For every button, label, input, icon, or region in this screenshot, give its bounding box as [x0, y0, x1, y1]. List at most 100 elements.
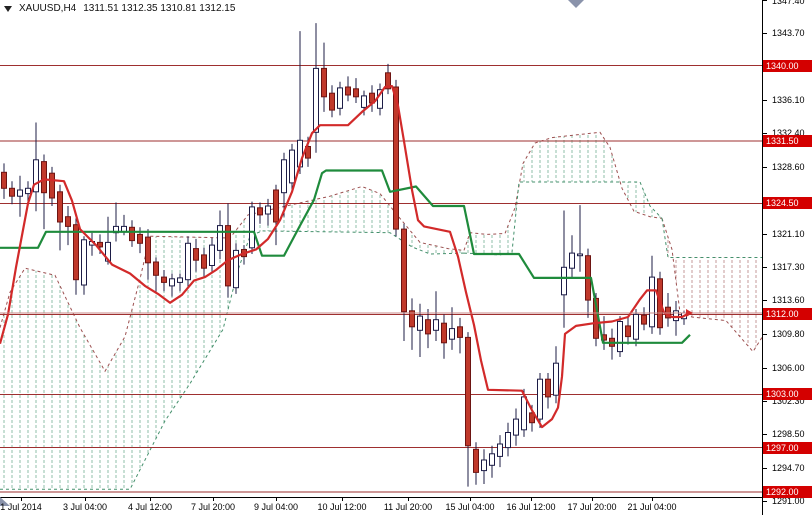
- price-axis-label: 1317.30: [772, 262, 805, 273]
- candle: [297, 31, 303, 174]
- candle-body-bear: [401, 228, 407, 313]
- chart-shift-icon[interactable]: [568, 0, 584, 8]
- time-axis-label: 11 Jul 20:00: [383, 502, 433, 512]
- price-axis-tick: [763, 32, 767, 34]
- candle: [393, 79, 399, 237]
- candle: [545, 373, 551, 409]
- candle: [337, 81, 343, 116]
- chart-symbol-period: XAUUSD,H4: [19, 3, 77, 14]
- candle: [353, 78, 359, 103]
- candle: [481, 449, 487, 484]
- candle-body-bear: [457, 326, 463, 338]
- time-axis-label: 17 Jul 20:00: [567, 502, 617, 512]
- candle: [49, 166, 55, 206]
- candle-body-bull: [217, 225, 223, 251]
- candle-body-bear: [9, 187, 15, 197]
- ichimoku-cloud: [662, 218, 762, 352]
- candle: [425, 309, 431, 349]
- candle-body-bull: [521, 396, 527, 431]
- candle: [9, 181, 15, 205]
- time-axis-label: 21 Jul 04:00: [627, 502, 677, 512]
- price-axis-label: 1291.00: [772, 495, 805, 506]
- price-level-label: 1297.00: [763, 441, 812, 454]
- candle: [201, 247, 207, 278]
- candle: [289, 143, 295, 190]
- candle: [1, 163, 7, 199]
- candle: [145, 229, 151, 280]
- candle-body-bull: [449, 328, 455, 340]
- candle-body-bear: [465, 336, 471, 447]
- price-axis-tick: [763, 400, 767, 402]
- candle: [649, 255, 655, 334]
- time-axis-label: 15 Jul 04:00: [445, 502, 495, 512]
- time-axis-label: 7 Jul 20:00: [190, 502, 236, 512]
- candle: [345, 76, 351, 102]
- candle: [465, 332, 471, 487]
- candle-body-bull: [633, 313, 639, 340]
- candle: [169, 273, 175, 297]
- candle: [41, 154, 47, 230]
- candle: [225, 203, 231, 298]
- candle-body-bear: [57, 191, 63, 223]
- price-chart[interactable]: XAUUSD,H4 1311.51 1312.35 1310.81 1312.1…: [0, 0, 763, 497]
- candle-body-bull: [249, 206, 255, 249]
- time-axis-tick: [213, 498, 214, 501]
- candle-body-bear: [641, 314, 647, 325]
- candle-body-bull: [233, 249, 239, 289]
- candle: [561, 210, 567, 328]
- candle-body-bull: [361, 95, 367, 108]
- candle-body-bear: [529, 412, 535, 424]
- candle: [633, 309, 639, 347]
- price-axis-tick: [763, 100, 767, 102]
- candle: [33, 122, 39, 212]
- price-axis-tick: [763, 333, 767, 335]
- time-axis-tick: [470, 498, 471, 501]
- candle: [449, 307, 455, 350]
- price-axis-tick: [763, 500, 767, 502]
- price-axis-tick: [763, 233, 767, 235]
- time-axis-tick: [85, 498, 86, 501]
- candle-body-bear: [473, 448, 479, 473]
- candle: [673, 301, 679, 336]
- candle-body-bull: [81, 239, 87, 286]
- candle: [25, 181, 31, 203]
- price-axis-label: 1328.60: [772, 161, 805, 172]
- candle: [329, 85, 335, 118]
- candle: [401, 223, 407, 341]
- price-axis[interactable]: 1347.40 1343.70 1336.10 1332.40 1328.60 1321.…: [762, 0, 812, 515]
- candle: [433, 291, 439, 341]
- time-axis[interactable]: 1 Jul 2014 3 Jul 04:00 4 Jul 12:00 7 Jul 20…: [0, 497, 762, 515]
- candle: [193, 238, 199, 272]
- time-axis-label: 3 Jul 04:00: [62, 502, 108, 512]
- price-axis-label: 1336.10: [772, 95, 805, 106]
- candle-body-bull: [673, 310, 679, 322]
- candle: [489, 445, 495, 478]
- candle-body-bull: [569, 252, 575, 269]
- candle-body-bull: [177, 277, 183, 283]
- chart-canvas[interactable]: [0, 0, 763, 497]
- candle: [17, 175, 23, 217]
- candle: [537, 373, 543, 428]
- candle-body-bear: [153, 261, 159, 276]
- price-axis-tick: [763, 166, 767, 168]
- candle-body-bear: [385, 72, 391, 90]
- candle: [273, 184, 279, 246]
- price-axis-label: 1306.00: [772, 362, 805, 373]
- price-level-label: 1303.00: [763, 388, 812, 401]
- time-axis-label: 10 Jul 12:00: [317, 502, 367, 512]
- candle-body-bear: [441, 322, 447, 344]
- candle: [209, 238, 215, 274]
- time-axis-label: 4 Jul 12:00: [127, 502, 173, 512]
- candle-body-bull: [289, 149, 295, 184]
- time-axis-tick: [342, 498, 343, 501]
- candle: [553, 346, 559, 404]
- time-axis-tick: [21, 498, 22, 501]
- candle-body-bear: [321, 67, 327, 98]
- candle-body-bear: [625, 325, 631, 338]
- time-axis-tick: [652, 498, 653, 501]
- time-axis-tick: [408, 498, 409, 501]
- candle-body-bull: [553, 362, 559, 396]
- candle-body-bear: [225, 225, 231, 287]
- candle: [369, 85, 375, 112]
